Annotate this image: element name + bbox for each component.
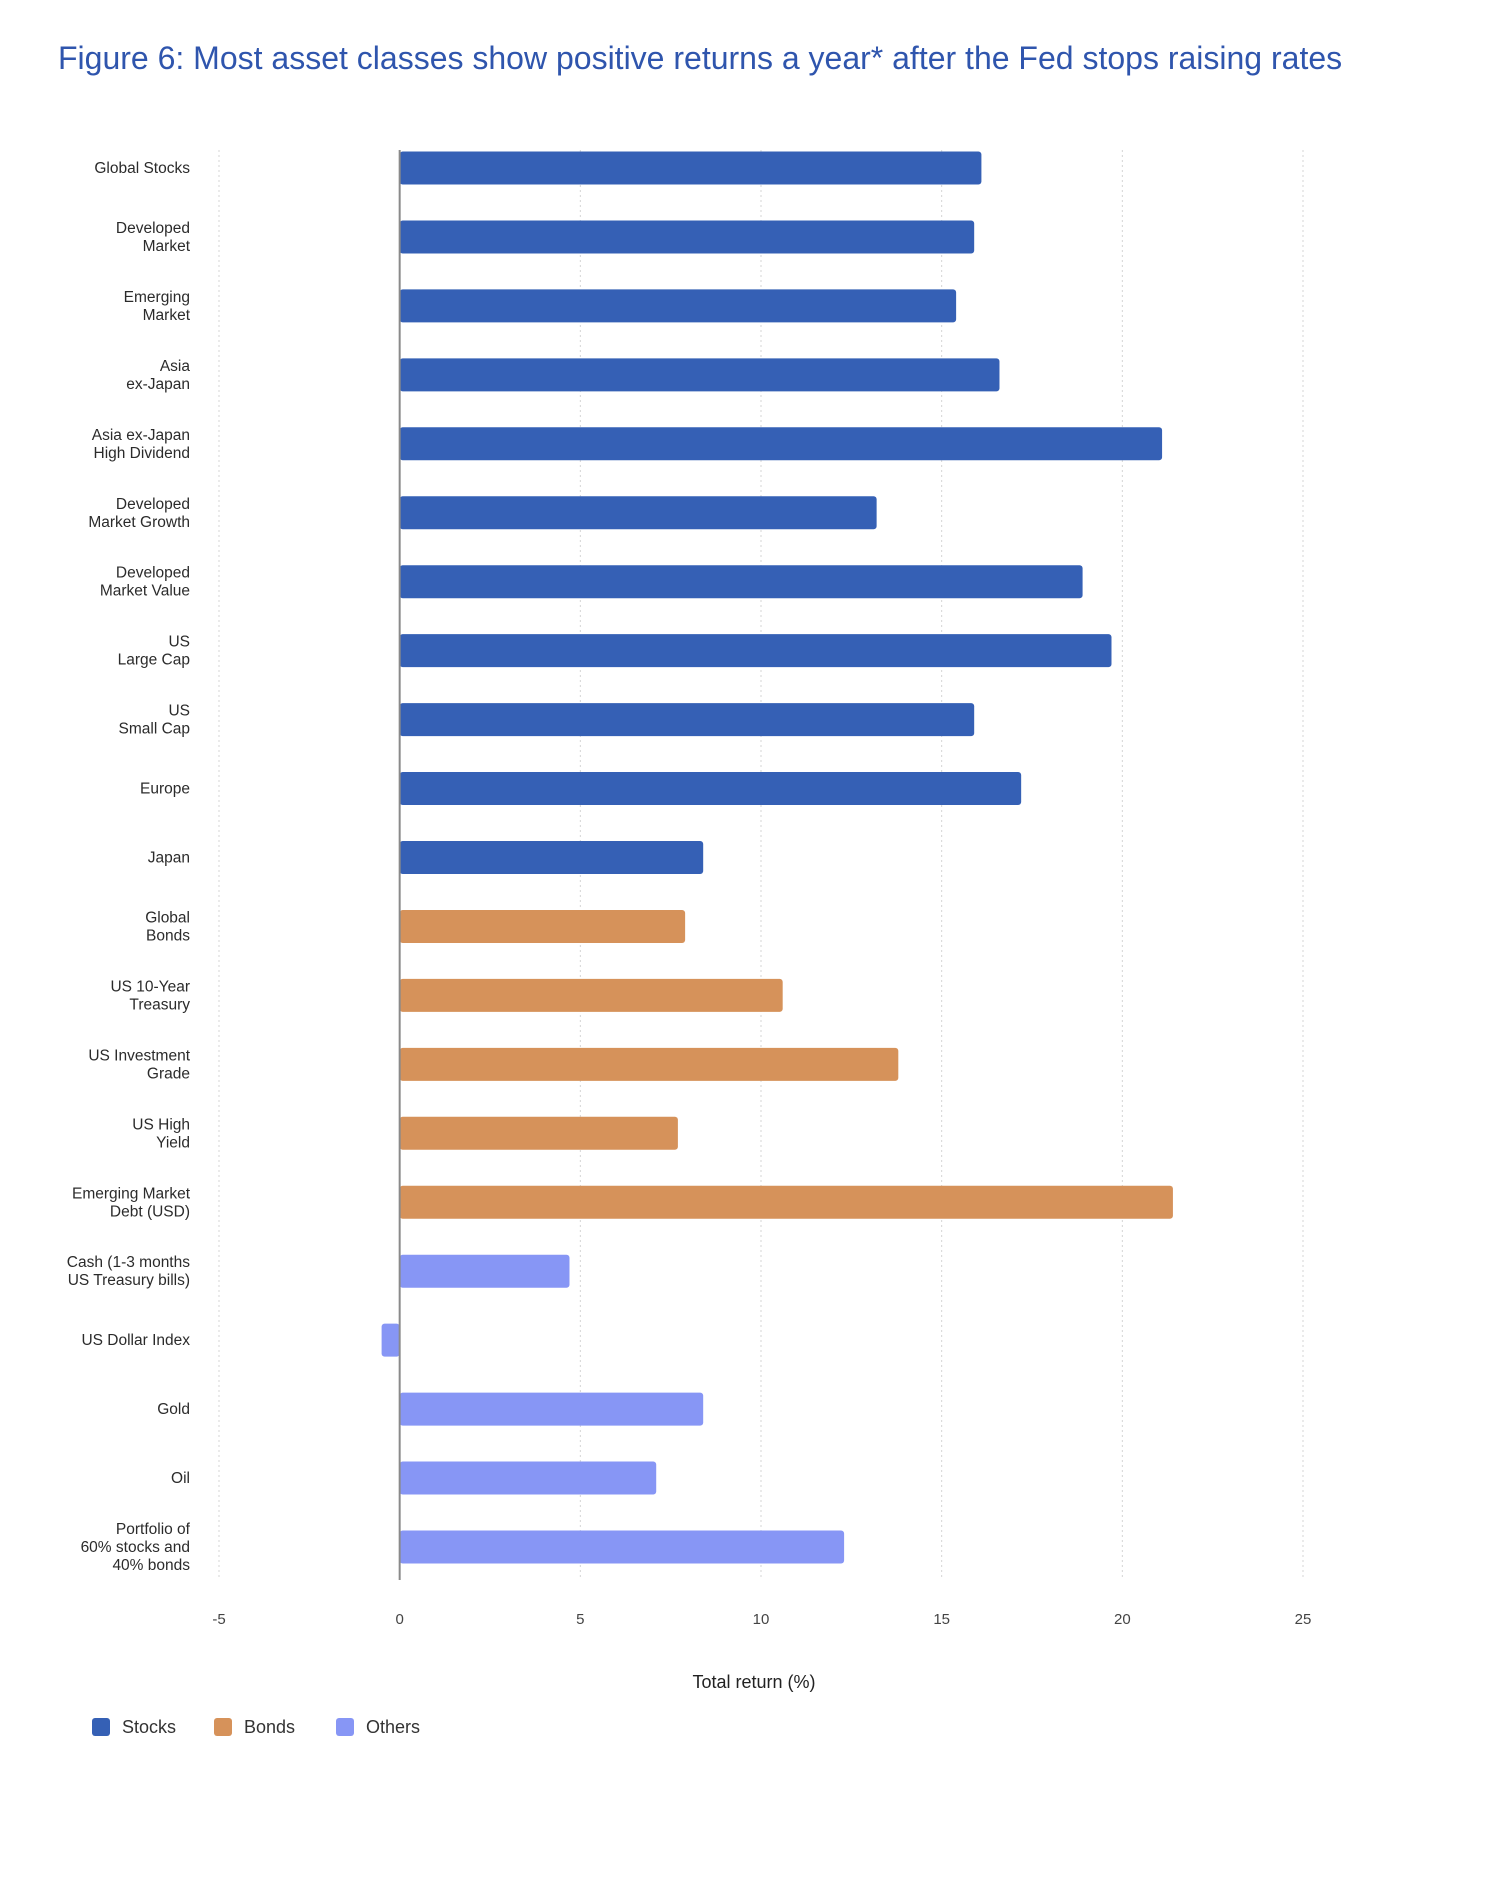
bar (399, 427, 1163, 461)
x-tick-label: -5 (212, 1611, 225, 1628)
bar (399, 1116, 678, 1150)
category-label: Asia ex-Japan High Dividend (92, 427, 190, 462)
bar (399, 565, 1083, 599)
bar (399, 151, 982, 185)
category-label: US Small Cap (119, 703, 191, 738)
category-label: US 10-Year Treasury (110, 978, 190, 1013)
category-label: Developed Market Growth (88, 496, 190, 531)
category-label: US High Yield (132, 1116, 190, 1151)
category-label: Europe (140, 781, 190, 798)
category-label: Portfolio of 60% stocks and 40% bonds (81, 1521, 191, 1574)
bar (399, 909, 686, 943)
legend-swatch (92, 1718, 110, 1736)
bar (399, 496, 877, 530)
category-label: Developed Market Value (100, 565, 190, 600)
bar (399, 634, 1112, 668)
legend-item: Bonds (214, 1717, 295, 1737)
legend-swatch (336, 1718, 354, 1736)
category-label: Oil (171, 1470, 190, 1487)
legend-item: Stocks (92, 1717, 176, 1737)
chart-title: Figure 6: Most asset classes show positi… (58, 40, 1343, 76)
x-axis-title: Total return (%) (692, 1672, 815, 1692)
legend-swatch (214, 1718, 232, 1736)
x-tick-label: 5 (576, 1611, 584, 1628)
category-label: Emerging Market (124, 289, 191, 324)
bar (399, 978, 783, 1012)
bars (381, 151, 1173, 1564)
category-label: Asia ex-Japan (126, 358, 190, 393)
category-label: Global Bonds (145, 909, 190, 944)
legend-item: Others (336, 1717, 420, 1737)
category-labels: Global Stocks Developed Market Emerging Mark… (67, 160, 191, 1574)
category-label: US Dollar Index (81, 1332, 190, 1349)
bar (381, 1323, 400, 1357)
category-label: Gold (157, 1401, 190, 1418)
category-label: US Investment Grade (88, 1047, 190, 1082)
bar (399, 841, 704, 874)
bar (399, 703, 975, 737)
bar (399, 1392, 704, 1426)
x-tick-label: 0 (395, 1611, 403, 1628)
bar (399, 358, 1000, 392)
legend-label: Others (366, 1717, 420, 1737)
x-tick-labels: -5 0 5 10 15 20 25 (212, 1611, 1311, 1628)
x-tick-label: 20 (1114, 1611, 1131, 1628)
bar (399, 1254, 570, 1288)
bar (399, 289, 957, 323)
legend: Stocks Bonds Others (92, 1717, 420, 1737)
legend-label: Bonds (244, 1717, 295, 1737)
bar (399, 1530, 845, 1564)
x-tick-label: 15 (933, 1611, 950, 1628)
category-label: Global Stocks (94, 160, 190, 177)
bar (399, 1047, 899, 1081)
category-label: Japan (148, 850, 190, 867)
category-label: Developed Market (116, 220, 191, 255)
category-label: US Large Cap (118, 634, 190, 669)
category-label: Cash (1-3 months US Treasury bills) (67, 1254, 190, 1289)
x-tick-label: 10 (753, 1611, 770, 1628)
bar (399, 772, 1022, 806)
legend-label: Stocks (122, 1717, 176, 1737)
category-label: Emerging Market Debt (USD) (72, 1185, 191, 1220)
x-tick-label: 25 (1295, 1611, 1312, 1628)
bar (399, 1461, 657, 1495)
bar (399, 220, 975, 254)
bar (399, 1185, 1173, 1219)
